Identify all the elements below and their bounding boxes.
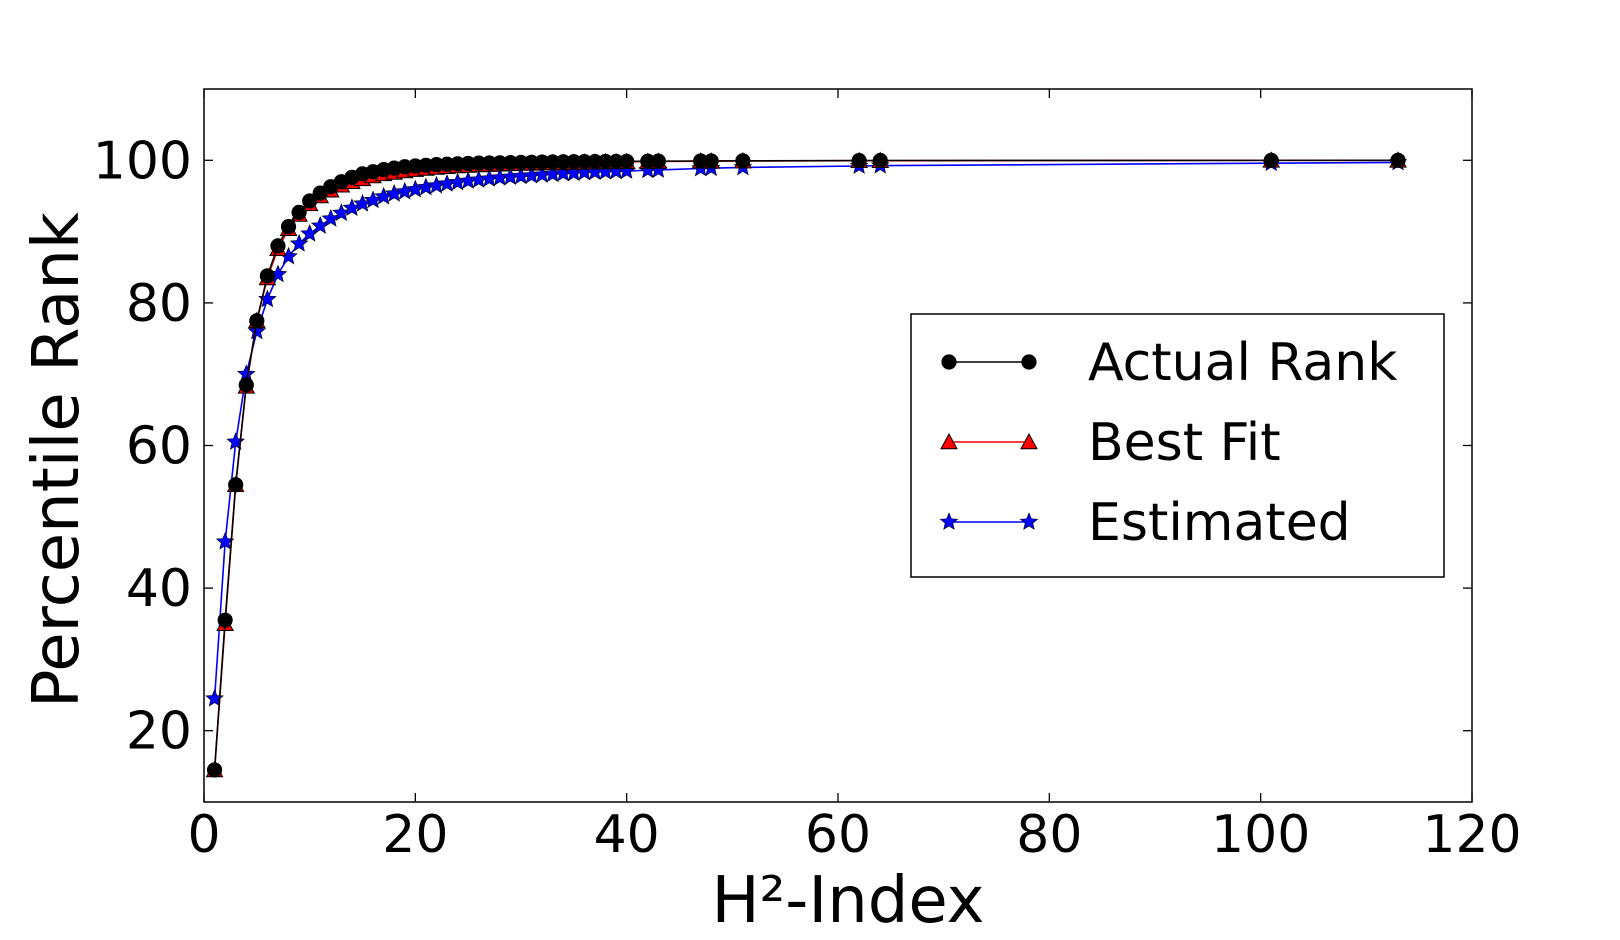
data-point xyxy=(206,762,223,778)
data-point xyxy=(1390,152,1406,168)
x-tick-label: 40 xyxy=(594,805,660,865)
data-point xyxy=(249,313,265,329)
data-point xyxy=(735,153,751,169)
data-point xyxy=(619,153,635,169)
legend-frame xyxy=(910,313,1445,578)
legend: Actual Rank Best Fit Estimated xyxy=(910,313,1445,578)
legend-marker-start xyxy=(941,354,957,370)
data-point xyxy=(703,153,719,169)
series-layer xyxy=(205,151,1408,778)
y-tick-label: 60 xyxy=(126,417,192,477)
data-point xyxy=(872,152,888,169)
y-axis-title: Percentile Rank xyxy=(20,212,94,708)
y-tick-label: 40 xyxy=(126,559,192,619)
data-point xyxy=(280,219,297,235)
legend-marker-start xyxy=(940,432,958,450)
y-tick-label: 80 xyxy=(126,274,192,334)
legend-marker-start xyxy=(939,512,959,530)
legend-entry: Best Fit xyxy=(940,413,1281,473)
data-point xyxy=(259,268,275,284)
x-axis-title: H²-Index xyxy=(711,864,984,938)
y-tick-label: 20 xyxy=(126,702,192,762)
legend-entry: Actual Rank xyxy=(941,333,1397,393)
x-tick-label: 80 xyxy=(1016,805,1082,865)
data-point xyxy=(851,152,867,169)
data-point xyxy=(247,321,267,340)
x-axis-tick-labels: 0 20 40 60 80 100 120 xyxy=(187,805,1521,865)
y-axis-tick-labels: 20 40 60 80 100 xyxy=(93,131,192,761)
data-point xyxy=(1263,152,1279,168)
data-point xyxy=(291,204,307,220)
legend-label: Actual Rank xyxy=(1088,333,1397,393)
legend-marker-end xyxy=(1021,354,1037,370)
data-point xyxy=(228,477,244,493)
x-tick-label: 120 xyxy=(1422,805,1521,865)
x-tick-label: 0 xyxy=(187,805,220,865)
legend-label: Best Fit xyxy=(1088,413,1281,473)
data-point xyxy=(650,153,666,169)
series-circle xyxy=(206,152,1406,778)
legend-marker-end xyxy=(1019,512,1039,530)
legend-label: Estimated xyxy=(1088,493,1351,553)
y-tick-label: 100 xyxy=(93,131,192,191)
data-point xyxy=(238,377,254,393)
y-axis-ticks xyxy=(204,159,1472,732)
legend-marker-end xyxy=(1020,432,1038,450)
data-point xyxy=(289,233,309,252)
legend-entry: Estimated xyxy=(939,493,1351,553)
plot-frame xyxy=(203,88,1473,803)
x-tick-label: 100 xyxy=(1211,805,1310,865)
data-point xyxy=(217,612,233,628)
x-tick-label: 60 xyxy=(805,805,871,865)
legend-entries: Actual Rank Best Fit Estimated xyxy=(939,333,1397,553)
data-point xyxy=(258,289,277,308)
data-point xyxy=(270,238,286,254)
x-tick-label: 20 xyxy=(382,805,448,865)
data-point xyxy=(302,193,318,209)
